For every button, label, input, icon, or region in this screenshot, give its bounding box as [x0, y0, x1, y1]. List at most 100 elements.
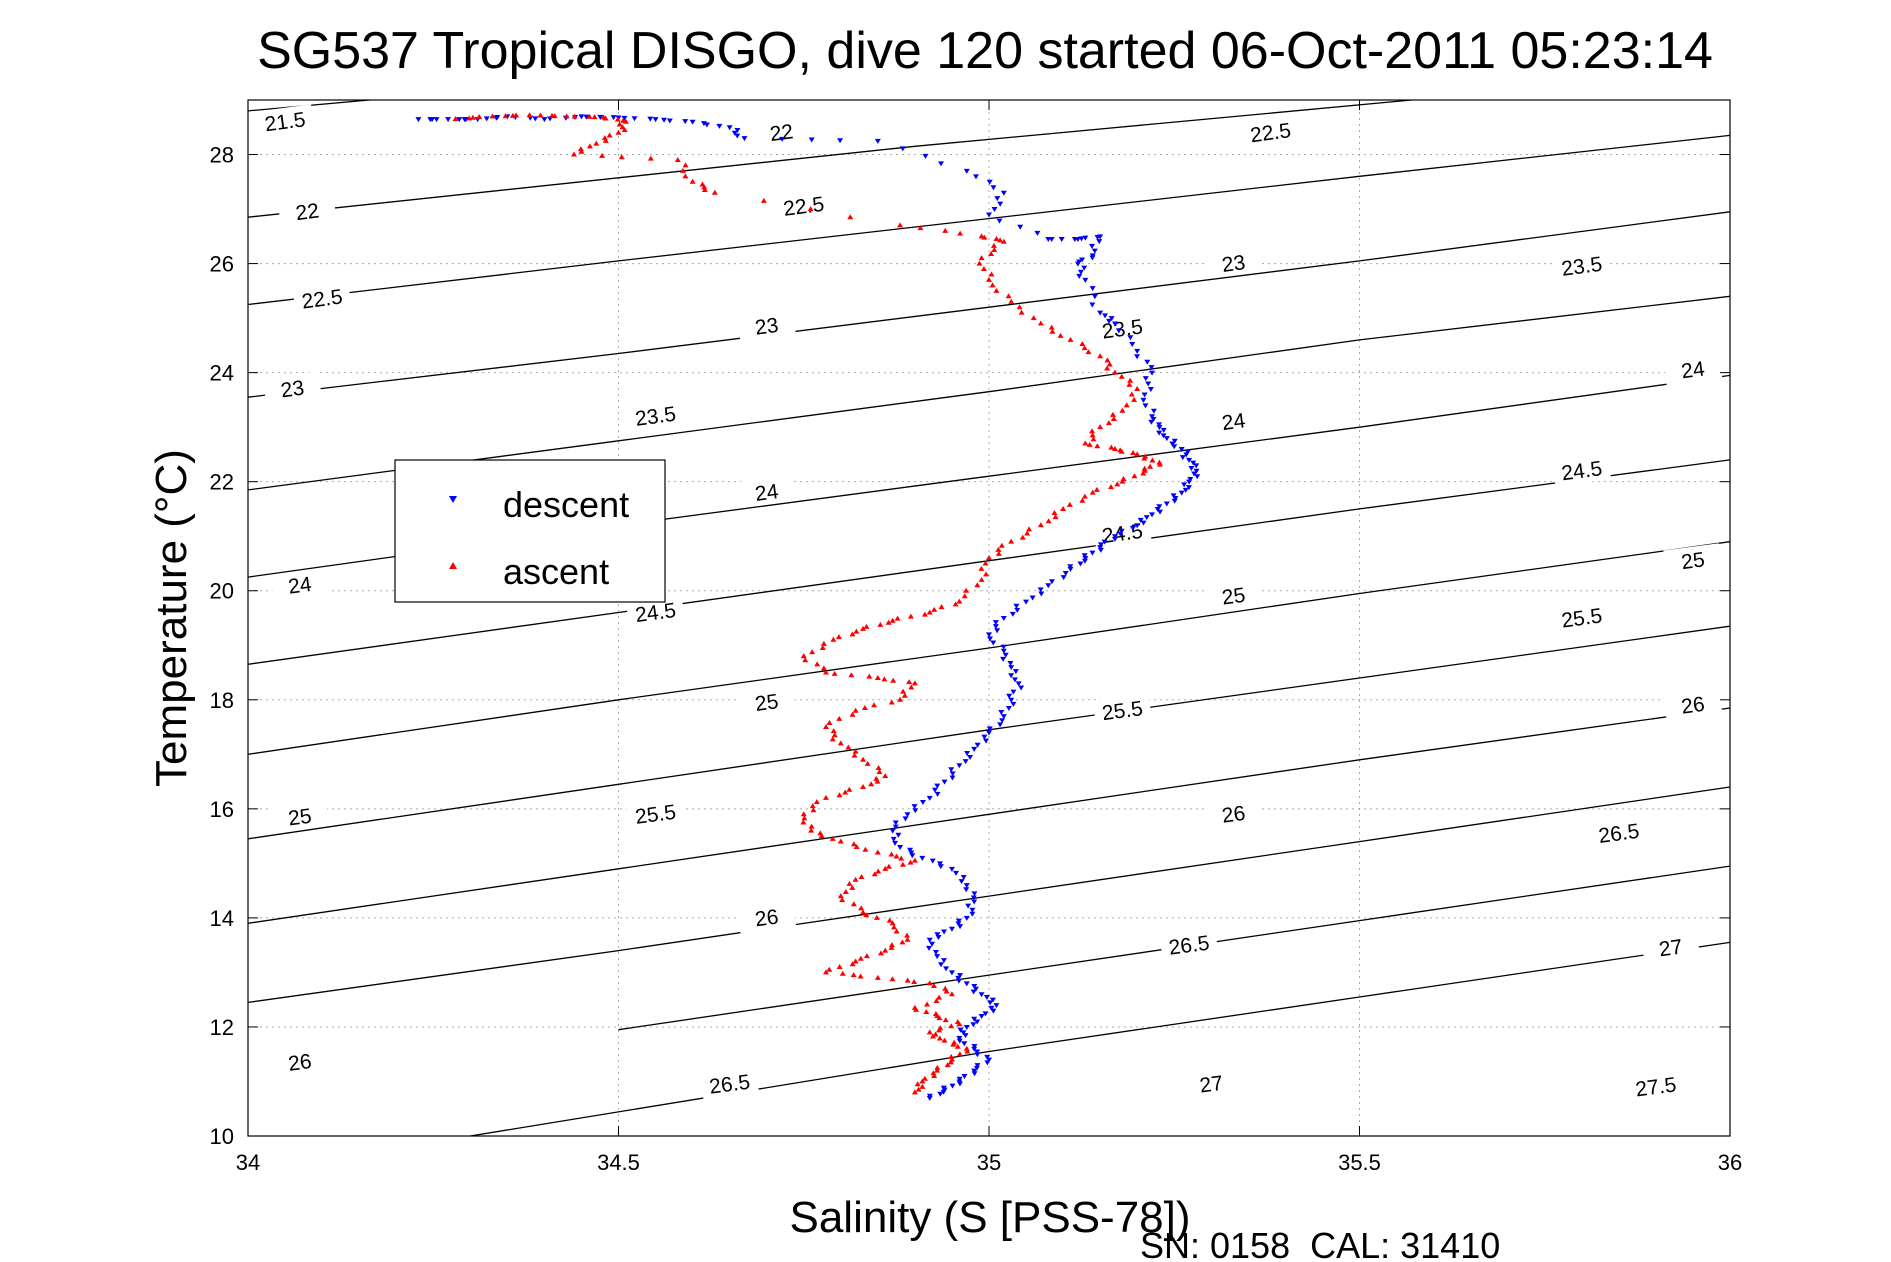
- descent-point: [907, 847, 914, 853]
- descent-point: [1096, 239, 1103, 245]
- ascent-point: [842, 888, 849, 894]
- ascent-point: [871, 702, 878, 708]
- descent-point: [970, 1022, 977, 1028]
- descent-point: [963, 883, 970, 889]
- ascent-point: [586, 143, 593, 149]
- ascent-point: [950, 1041, 957, 1047]
- ascent-point: [901, 692, 908, 698]
- descent-point: [1129, 526, 1136, 532]
- contour-label-background: [1663, 543, 1723, 577]
- ascent-point: [831, 670, 838, 676]
- descent-point: [940, 1089, 947, 1095]
- descent-point: [652, 117, 659, 123]
- descent-point: [971, 891, 978, 897]
- descent-point: [716, 123, 723, 129]
- descent-point: [1111, 321, 1118, 327]
- descent-point: [963, 981, 970, 987]
- contour-label-background: [270, 799, 330, 833]
- ascent-point: [995, 546, 1002, 552]
- contour-label-background: [1641, 930, 1701, 964]
- ascent-point: [852, 876, 859, 882]
- descent-point: [997, 722, 1004, 728]
- ascent-point: [760, 197, 767, 203]
- ascent-point: [820, 640, 827, 646]
- descent-point: [1082, 277, 1089, 283]
- descent-point: [483, 116, 490, 122]
- contour-label-background: [1181, 1066, 1241, 1100]
- contour-label-background: [1203, 578, 1263, 612]
- ascent-point: [1093, 486, 1100, 492]
- ascent-point: [873, 914, 880, 920]
- ascent-point: [850, 901, 857, 907]
- descent-point: [961, 1074, 968, 1080]
- ascent-point: [1090, 436, 1097, 442]
- descent-point: [1006, 693, 1013, 699]
- descent-point: [937, 864, 944, 870]
- ascent-point: [931, 1073, 938, 1079]
- descent-point: [955, 921, 962, 927]
- ascent-point: [614, 116, 621, 122]
- ascent-point: [502, 113, 509, 119]
- ascent-point: [882, 773, 889, 779]
- ascent-point: [1079, 341, 1086, 347]
- ascent-point: [701, 186, 708, 192]
- descent-point: [1193, 463, 1200, 469]
- ascent-point: [577, 146, 584, 152]
- descent-point: [984, 1054, 991, 1060]
- ascent-point: [995, 550, 1002, 556]
- ascent-point: [974, 582, 981, 588]
- contour-label-background: [1092, 693, 1152, 727]
- ascent-point: [830, 728, 837, 734]
- descent-point: [974, 1049, 981, 1055]
- ascent-point: [1089, 489, 1096, 495]
- density-contour-label: 25: [1221, 584, 1247, 610]
- ascent-point: [452, 116, 459, 122]
- descent-point: [532, 116, 539, 122]
- descent-point: [955, 975, 962, 981]
- descent-point: [940, 958, 947, 964]
- descent-point: [1097, 545, 1104, 551]
- descent-point: [892, 824, 899, 830]
- descent-point: [908, 850, 915, 856]
- ascent-series: [452, 112, 1163, 1095]
- ascent-point: [932, 1031, 939, 1037]
- ascent-point: [1105, 420, 1112, 426]
- ascent-point: [1110, 415, 1117, 421]
- density-contour-label: 27.5: [1634, 1073, 1678, 1101]
- descent-point: [1178, 490, 1185, 496]
- descent-point: [926, 1095, 933, 1101]
- ascent-point: [489, 113, 496, 119]
- ascent-point: [800, 811, 807, 817]
- descent-point: [1082, 235, 1089, 241]
- ascent-point: [986, 555, 992, 561]
- density-contour-label: 24: [754, 480, 780, 506]
- descent-point: [969, 907, 976, 913]
- descent-point: [689, 119, 696, 125]
- ascent-point: [904, 936, 911, 942]
- descent-point: [994, 196, 1001, 202]
- descent-point: [429, 117, 436, 123]
- descent-point: [960, 1030, 967, 1036]
- descent-point: [938, 161, 945, 167]
- ascent-point: [863, 623, 870, 629]
- density-contour-label: 26.5: [1167, 932, 1211, 960]
- descent-point: [1010, 701, 1017, 707]
- ascent-point: [915, 1086, 922, 1092]
- descent-point: [969, 911, 976, 917]
- ascent-point: [852, 958, 859, 964]
- contour-label-background: [774, 188, 834, 222]
- ascent-point: [845, 744, 852, 750]
- ascent-point: [1016, 304, 1023, 310]
- descent-point: [1089, 243, 1096, 249]
- ascent-point: [682, 173, 689, 179]
- ascent-point: [802, 657, 809, 663]
- descent-point: [415, 117, 422, 123]
- ascent-point: [1111, 369, 1118, 375]
- ascent-point: [875, 764, 882, 770]
- ascent-point: [826, 966, 833, 972]
- density-contour-line: [248, 707, 1730, 924]
- descent-point: [682, 119, 689, 125]
- descent-point: [956, 1081, 963, 1087]
- ascent-point: [911, 680, 918, 686]
- ascent-point: [936, 994, 943, 1000]
